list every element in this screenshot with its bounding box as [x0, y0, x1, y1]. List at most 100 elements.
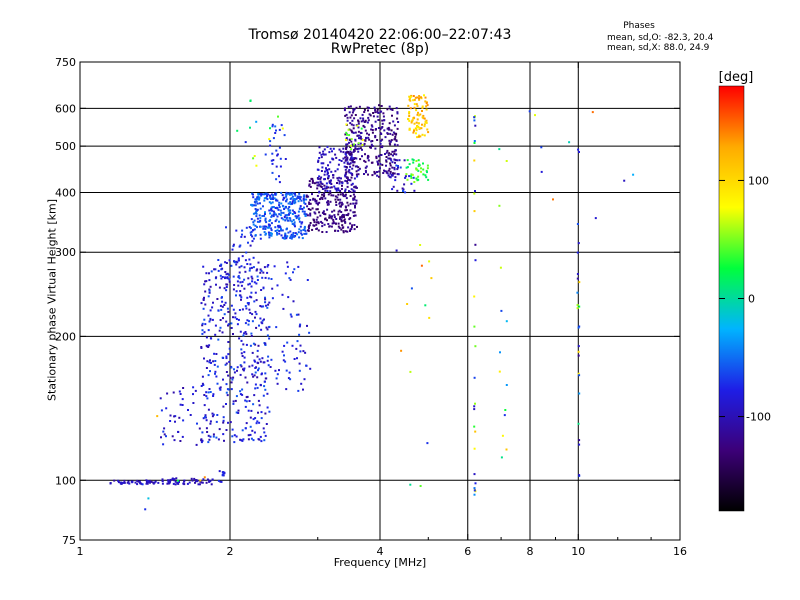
data-point — [162, 430, 165, 433]
data-point — [267, 303, 270, 306]
data-point — [250, 437, 253, 440]
data-point — [309, 212, 312, 215]
data-point — [321, 231, 324, 233]
data-point — [288, 277, 291, 280]
data-point — [256, 420, 259, 423]
data-point — [247, 438, 250, 441]
data-point — [308, 203, 311, 205]
data-point — [303, 194, 306, 197]
data-point — [262, 193, 265, 196]
data-point — [473, 192, 476, 195]
data-point — [335, 222, 337, 225]
data-point — [325, 168, 328, 171]
data-point — [292, 232, 295, 234]
data-point — [363, 159, 366, 162]
data-point — [412, 161, 415, 164]
data-point — [167, 479, 170, 482]
data-point — [391, 166, 394, 169]
data-point — [349, 139, 352, 141]
data-point — [354, 165, 357, 168]
data-point — [260, 440, 263, 443]
data-point — [386, 149, 389, 152]
data-point — [225, 262, 228, 264]
data-point — [309, 199, 312, 201]
data-point — [283, 354, 285, 357]
data-point — [240, 296, 243, 299]
data-point — [327, 200, 330, 203]
data-point — [127, 480, 130, 483]
data-point — [397, 165, 399, 167]
data-point — [209, 435, 212, 438]
data-point — [352, 193, 355, 196]
data-point — [266, 195, 269, 197]
data-point — [326, 190, 329, 192]
data-point — [249, 99, 252, 102]
data-point — [370, 161, 373, 164]
x-axis-ticks: 1 2 4 6 8 10 16 — [77, 62, 687, 558]
data-point — [256, 226, 258, 229]
data-point — [254, 387, 257, 390]
data-point — [395, 132, 398, 135]
data-point — [364, 169, 367, 172]
data-point — [196, 480, 199, 483]
data-point — [200, 438, 203, 441]
data-point — [322, 153, 325, 156]
data-point — [271, 297, 274, 300]
data-point — [413, 189, 416, 192]
data-point — [299, 350, 302, 353]
data-point — [232, 245, 235, 248]
data-point — [380, 154, 383, 156]
data-point — [254, 234, 257, 237]
data-point — [409, 483, 412, 486]
data-point — [276, 215, 279, 218]
data-point — [387, 174, 390, 177]
data-point — [215, 436, 218, 439]
data-point — [208, 288, 211, 291]
data-point — [242, 368, 244, 371]
data-point — [426, 164, 429, 167]
data-point — [369, 146, 372, 149]
data-point — [278, 181, 281, 184]
data-point — [293, 199, 296, 202]
data-point — [203, 394, 206, 396]
data-point — [362, 124, 365, 127]
data-point — [346, 201, 349, 204]
data-point — [318, 175, 321, 178]
data-point — [113, 479, 116, 482]
data-point — [278, 146, 281, 149]
data-point — [287, 231, 290, 234]
data-point — [277, 226, 280, 229]
data-point — [182, 387, 185, 389]
data-point — [344, 168, 347, 171]
data-point — [161, 482, 164, 485]
data-point — [294, 194, 297, 197]
data-point — [222, 433, 225, 436]
data-point — [371, 174, 374, 177]
data-point — [232, 288, 235, 291]
data-point — [242, 438, 245, 441]
data-point — [416, 125, 418, 127]
data-point — [334, 153, 337, 156]
data-point — [347, 151, 350, 153]
data-point — [498, 370, 501, 373]
data-point — [416, 113, 419, 116]
data-point — [349, 122, 352, 125]
data-point — [209, 285, 212, 288]
data-point — [225, 289, 228, 292]
data-point — [417, 114, 420, 117]
data-point — [371, 129, 374, 131]
data-point — [263, 361, 266, 364]
data-point — [268, 325, 271, 328]
data-point — [250, 285, 253, 288]
data-point — [219, 388, 222, 391]
data-point — [330, 170, 333, 173]
data-point — [287, 202, 290, 205]
data-point — [415, 177, 418, 180]
data-point — [354, 214, 357, 217]
data-point — [358, 147, 360, 150]
data-point — [287, 209, 290, 212]
data-point — [364, 129, 367, 132]
data-point — [337, 179, 340, 182]
data-point — [259, 217, 262, 220]
data-point — [320, 170, 323, 172]
